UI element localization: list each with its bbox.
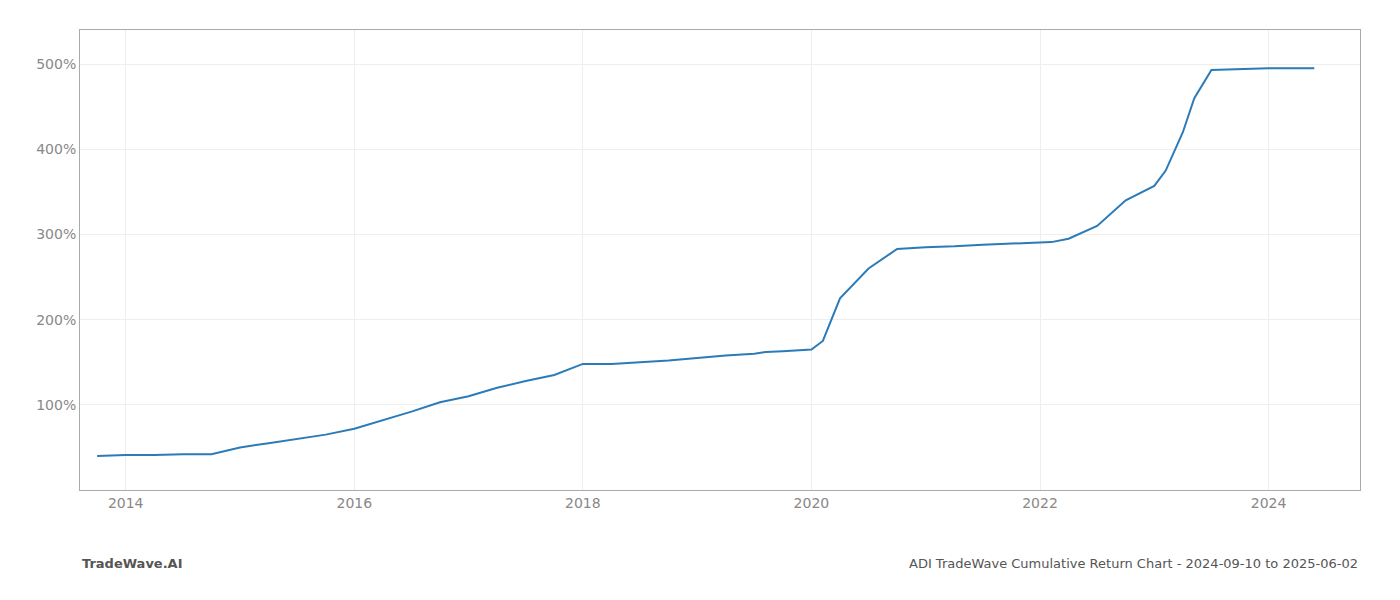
svg-text:500%: 500% [36,56,76,72]
svg-text:TradeWave.AI: TradeWave.AI [82,556,183,571]
svg-text:300%: 300% [36,226,76,242]
svg-text:2022: 2022 [1022,495,1058,511]
svg-text:200%: 200% [36,312,76,328]
svg-text:ADI TradeWave Cumulative Retur: ADI TradeWave Cumulative Return Chart - … [909,556,1358,571]
svg-text:2020: 2020 [794,495,830,511]
svg-text:2016: 2016 [336,495,372,511]
svg-text:400%: 400% [36,141,76,157]
svg-text:2018: 2018 [565,495,601,511]
svg-text:100%: 100% [36,397,76,413]
svg-text:2014: 2014 [108,495,144,511]
svg-text:2024: 2024 [1251,495,1287,511]
